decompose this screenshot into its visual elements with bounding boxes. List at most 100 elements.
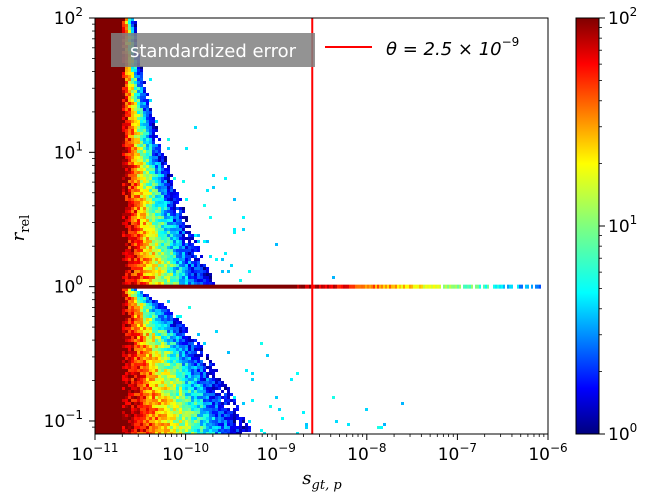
heatmap-cell — [287, 284, 289, 289]
heatmap-cell — [149, 336, 152, 339]
heatmap-cell — [110, 327, 113, 330]
heatmap-cell — [95, 432, 98, 434]
heatmap-cell — [221, 414, 224, 417]
heatmap-cell — [101, 270, 104, 273]
heatmap-cell — [173, 390, 176, 393]
heatmap-cell — [134, 360, 137, 363]
heatmap-cell — [107, 363, 110, 366]
heatmap-cell — [131, 387, 134, 390]
heatmap-cell — [221, 420, 224, 423]
heatmap-cell — [140, 303, 143, 306]
heatmap-cell — [379, 284, 381, 289]
heatmap-cell — [179, 219, 182, 222]
heatmap-cell — [143, 162, 146, 165]
heatmap-cell — [116, 243, 119, 246]
heatmap-cell — [95, 201, 98, 204]
heatmap-cell — [119, 249, 122, 252]
heatmap-cell — [167, 396, 170, 399]
heatmap-cell — [98, 93, 101, 96]
heatmap-cell — [110, 333, 113, 336]
heatmap-cell — [122, 162, 125, 165]
heatmap-cell — [149, 201, 152, 204]
heatmap-cell — [319, 284, 321, 289]
heatmap-cell — [122, 252, 125, 255]
heatmap-cell — [140, 189, 143, 192]
heatmap-cell — [95, 129, 98, 132]
heatmap-cell — [155, 414, 158, 417]
heatmap-cell — [104, 336, 107, 339]
heatmap-cell — [98, 60, 101, 63]
heatmap-cell — [191, 273, 194, 276]
heatmap-cell — [207, 284, 209, 289]
svg-text:θ = 2.5 × 10−9: θ = 2.5 × 10−9 — [386, 35, 519, 60]
heatmap-cell — [119, 120, 122, 123]
heatmap-cell — [110, 234, 113, 237]
heatmap-cell — [131, 303, 134, 306]
heatmap-cell — [146, 189, 149, 192]
heatmap-cell — [188, 243, 191, 246]
heatmap-cell — [173, 207, 176, 210]
heatmap-cell — [119, 255, 122, 258]
heatmap-cell — [212, 372, 215, 375]
heatmap-cell — [170, 423, 173, 426]
heatmap-cell — [137, 90, 140, 93]
heatmap-cell — [146, 111, 149, 114]
heatmap-cell — [122, 21, 125, 24]
heatmap-cell — [152, 381, 155, 384]
heatmap-cell — [185, 243, 188, 246]
heatmap-cell — [140, 120, 143, 123]
heatmap-cell — [188, 261, 191, 264]
heatmap-cell — [134, 348, 137, 351]
heatmap-cell — [170, 240, 173, 243]
heatmap-cell — [107, 249, 110, 252]
heatmap-cell — [119, 225, 122, 228]
heatmap-cell — [200, 426, 203, 429]
heatmap-cell — [155, 204, 158, 207]
heatmap-cell — [113, 336, 116, 339]
heatmap-cell — [110, 207, 113, 210]
heatmap-cell — [116, 366, 119, 369]
heatmap-cell — [110, 429, 113, 432]
heatmap-cell — [113, 102, 116, 105]
heatmap-cell — [122, 183, 125, 186]
heatmap-cell — [128, 360, 131, 363]
heatmap-cell — [125, 300, 128, 303]
heatmap-cell — [200, 279, 203, 282]
heatmap-cell — [104, 114, 107, 117]
heatmap-cell — [128, 330, 131, 333]
heatmap-cell — [206, 279, 209, 282]
heatmap-cell — [297, 284, 299, 289]
heatmap-cell — [212, 402, 215, 405]
heatmap-cell — [95, 339, 98, 342]
heatmap-cell — [131, 75, 134, 78]
heatmap-cell — [194, 255, 197, 258]
heatmap-cell — [125, 372, 128, 375]
heatmap-cell — [149, 216, 152, 219]
heatmap-cell — [269, 284, 271, 289]
heatmap-cell — [143, 156, 146, 159]
heatmap-cell — [134, 255, 137, 258]
heatmap-cell — [188, 249, 191, 252]
heatmap-cell — [155, 336, 158, 339]
heatmap-cell — [155, 282, 158, 285]
heatmap-cell — [110, 69, 113, 72]
heatmap-cell — [146, 183, 149, 186]
heatmap-cell — [152, 342, 155, 345]
heatmap-cell — [164, 408, 167, 411]
heatmap-cell — [188, 384, 191, 387]
heatmap-cell — [152, 375, 155, 378]
heatmap-cell — [149, 165, 152, 168]
heatmap-cell — [140, 327, 143, 330]
heatmap-cell — [143, 204, 146, 207]
heatmap-cell — [185, 345, 188, 348]
heatmap-cell — [110, 123, 113, 126]
heatmap-cell — [128, 102, 131, 105]
heatmap-cell — [107, 273, 110, 276]
heatmap-cell — [137, 144, 140, 147]
heatmap-cell — [152, 303, 155, 306]
heatmap-cell — [101, 96, 104, 99]
heatmap-cell — [170, 408, 173, 411]
heatmap-cell — [170, 414, 173, 417]
heatmap-cell — [101, 180, 104, 183]
heatmap-cell — [197, 396, 200, 399]
